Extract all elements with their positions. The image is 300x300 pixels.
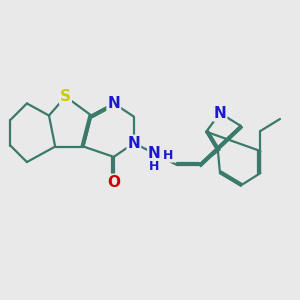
Text: N: N [214, 106, 226, 121]
Text: H: H [149, 160, 160, 173]
Text: N: N [148, 146, 161, 161]
Text: H: H [163, 149, 173, 162]
Text: S: S [60, 89, 71, 104]
Text: N: N [128, 136, 140, 151]
Text: N: N [107, 96, 120, 111]
Text: O: O [107, 175, 120, 190]
